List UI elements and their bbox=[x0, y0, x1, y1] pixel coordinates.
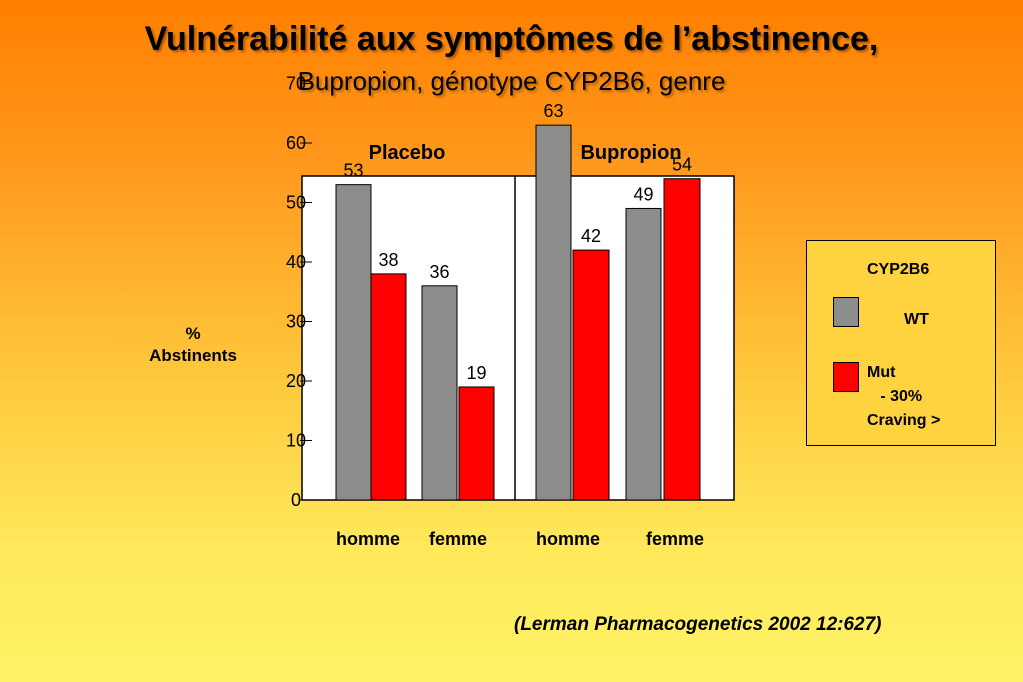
bar-bupropion-homme-wt bbox=[535, 124, 572, 501]
legend-label-wt: WT bbox=[904, 311, 929, 328]
data-label-bupropion-homme-mut: 42 bbox=[581, 226, 601, 246]
x-label-bupropion-femme: femme bbox=[645, 529, 705, 549]
y-tick-label: 50 bbox=[286, 193, 306, 213]
y-tick-label: 70 bbox=[286, 74, 306, 94]
y-tick-label: 0 bbox=[291, 490, 301, 510]
y-tick-label: 20 bbox=[286, 371, 306, 391]
legend-swatch-wt bbox=[833, 297, 859, 327]
bar-placebo-homme-wt bbox=[335, 184, 372, 501]
legend: CYP2B6 WT Mut - 30% Craving > bbox=[806, 240, 996, 446]
slide-title: Vulnérabilité aux symptômes de l’abstine… bbox=[144, 20, 879, 58]
x-label-placebo-femme: femme bbox=[428, 529, 488, 549]
slide-subtitle: Bupropion, génotype CYP2B6, genre bbox=[297, 66, 726, 96]
bar-placebo-homme-mut bbox=[370, 273, 407, 501]
bar-bupropion-femme-wt bbox=[625, 207, 662, 501]
y-tick-label: 60 bbox=[286, 133, 306, 153]
bar-placebo-femme-wt bbox=[421, 285, 458, 501]
y-tick-label: 10 bbox=[286, 431, 306, 451]
x-label-placebo-homme: homme bbox=[335, 529, 400, 549]
y-tick-label: 30 bbox=[286, 312, 306, 332]
legend-title: CYP2B6 bbox=[867, 261, 930, 278]
data-label-bupropion-femme-mut: 54 bbox=[672, 155, 692, 175]
bar-placebo-femme-mut bbox=[458, 386, 495, 501]
data-label-placebo-femme-mut: 19 bbox=[466, 363, 486, 383]
data-label-bupropion-homme-wt: 63 bbox=[543, 101, 563, 121]
citation: (Lerman Pharmacogenetics 2002 12:627) bbox=[514, 614, 882, 635]
panel-title-placebo: Placebo bbox=[368, 142, 446, 164]
data-label-bupropion-femme-wt: 49 bbox=[633, 184, 653, 204]
y-axis-label: % Abstinents bbox=[128, 323, 258, 367]
y-axis-label-line1: % bbox=[185, 324, 201, 343]
panel-title-bupropion: Bupropion bbox=[580, 142, 682, 164]
bar-bupropion-femme-mut bbox=[663, 178, 701, 501]
legend-label-mut: Mut - 30% Craving > bbox=[867, 364, 941, 429]
legend-swatch-mut bbox=[833, 362, 859, 392]
x-label-bupropion-homme: homme bbox=[535, 529, 600, 549]
data-label-placebo-homme-wt: 53 bbox=[343, 161, 363, 181]
bar-bupropion-homme-mut bbox=[572, 249, 610, 501]
y-axis-label-line2: Abstinents bbox=[149, 346, 237, 365]
data-label-placebo-homme-mut: 38 bbox=[378, 250, 398, 270]
data-label-placebo-femme-wt: 36 bbox=[429, 262, 449, 282]
y-tick-label: 40 bbox=[286, 252, 306, 272]
